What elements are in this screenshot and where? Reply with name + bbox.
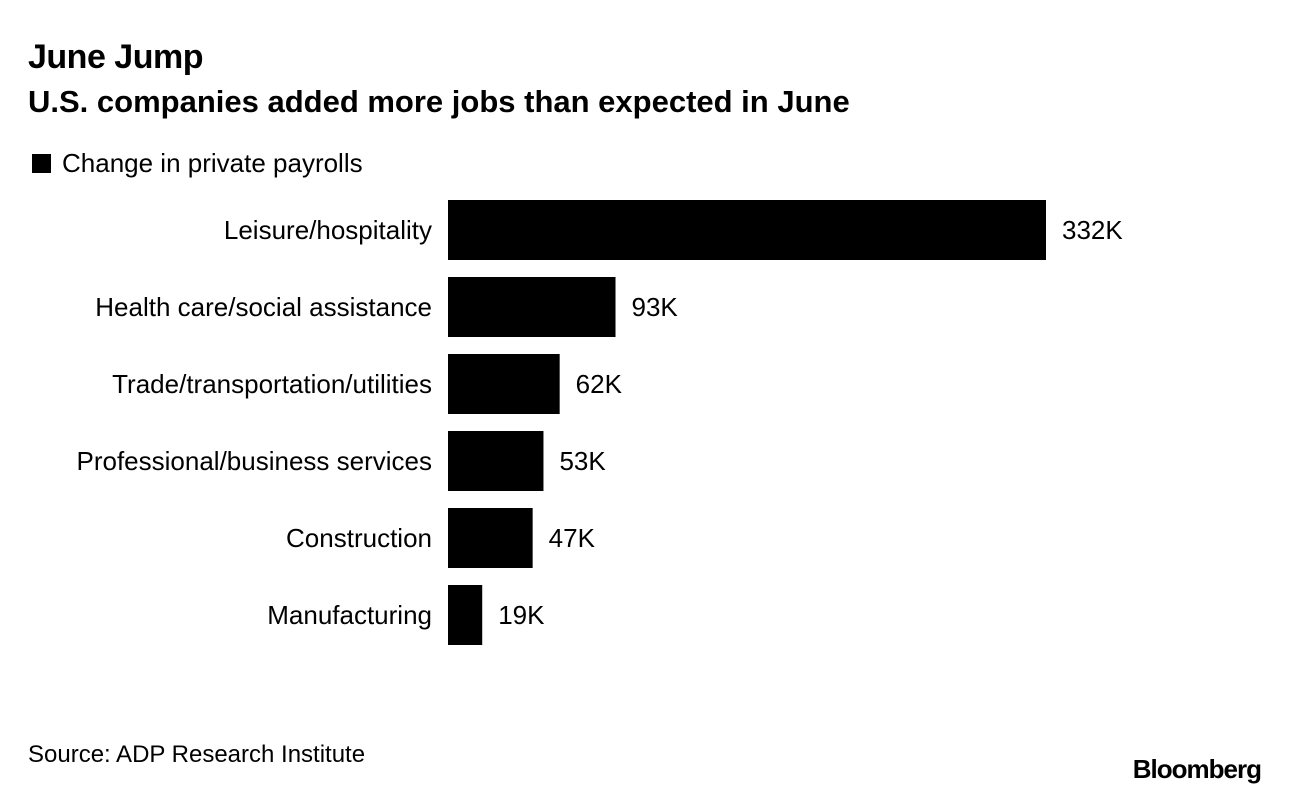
value-label: 19K <box>498 600 545 630</box>
category-label: Leisure/hospitality <box>224 215 432 245</box>
bloomberg-logo: Bloomberg <box>1132 754 1262 784</box>
legend-label: Change in private payrolls <box>62 148 363 178</box>
bar-chart: Leisure/hospitality 332K Health care/socia… <box>77 200 1123 645</box>
category-label: Professional/business services <box>77 446 433 476</box>
source-note: Source: ADP Research Institute <box>28 741 366 768</box>
category-label: Manufacturing <box>267 600 432 630</box>
chart-title: June Jump <box>28 38 203 76</box>
category-label: Construction <box>286 523 432 553</box>
value-label: 93K <box>632 292 679 322</box>
category-label: Trade/transportation/utilities <box>112 369 432 399</box>
bar <box>448 200 1046 260</box>
bar <box>448 431 544 491</box>
value-label: 62K <box>576 369 623 399</box>
value-label: 332K <box>1062 215 1123 245</box>
legend-swatch <box>32 153 51 173</box>
bar <box>448 354 560 414</box>
value-label: 53K <box>559 446 606 476</box>
legend: Change in private payrolls <box>32 150 363 176</box>
chart-subtitle: U.S. companies added more jobs than expe… <box>28 84 850 119</box>
value-label: 47K <box>549 523 596 553</box>
category-label: Health care/social assistance <box>95 292 432 322</box>
bar <box>448 508 533 568</box>
bar <box>448 585 483 645</box>
bar <box>448 277 616 337</box>
